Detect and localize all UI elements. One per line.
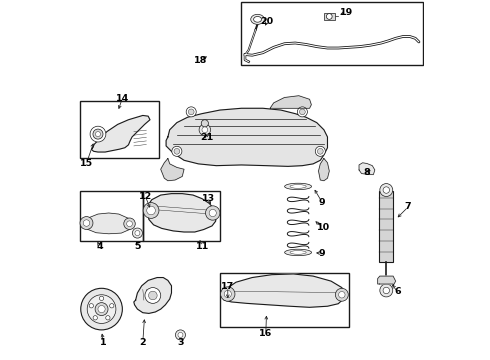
Bar [379, 191, 393, 262]
Circle shape [178, 332, 183, 337]
Circle shape [83, 220, 90, 226]
Circle shape [106, 316, 110, 320]
Circle shape [126, 221, 132, 226]
Ellipse shape [251, 14, 265, 24]
Text: 5: 5 [134, 242, 141, 251]
Text: 11: 11 [196, 242, 209, 251]
Bar [80, 101, 159, 158]
Circle shape [95, 303, 108, 316]
Circle shape [188, 109, 194, 115]
Circle shape [93, 316, 98, 320]
Circle shape [297, 107, 307, 117]
Ellipse shape [285, 183, 312, 190]
Circle shape [380, 184, 393, 197]
Circle shape [326, 14, 332, 19]
Circle shape [90, 126, 106, 142]
Ellipse shape [254, 17, 262, 22]
Circle shape [299, 109, 305, 115]
Bar [242, 3, 422, 65]
Circle shape [175, 330, 186, 340]
Circle shape [205, 206, 220, 220]
Polygon shape [134, 278, 172, 314]
Polygon shape [161, 158, 184, 181]
Text: 17: 17 [221, 282, 234, 291]
Circle shape [143, 203, 159, 219]
Text: 7: 7 [405, 202, 412, 211]
Circle shape [220, 287, 235, 301]
Circle shape [201, 120, 208, 127]
Text: 15: 15 [80, 159, 93, 168]
Circle shape [98, 306, 105, 313]
Text: 4: 4 [97, 242, 103, 251]
Circle shape [318, 148, 323, 154]
Circle shape [87, 295, 116, 323]
Circle shape [383, 287, 390, 294]
Polygon shape [166, 108, 327, 166]
Circle shape [80, 217, 93, 229]
Text: 2: 2 [140, 338, 146, 347]
Polygon shape [147, 194, 216, 232]
Polygon shape [270, 96, 311, 108]
Circle shape [148, 291, 157, 300]
Bar [220, 273, 349, 327]
Circle shape [202, 127, 208, 133]
Text: 21: 21 [200, 133, 213, 142]
Bar [143, 191, 220, 241]
Polygon shape [84, 213, 132, 234]
Text: 3: 3 [177, 338, 184, 347]
Text: 8: 8 [364, 168, 370, 177]
Text: 19: 19 [340, 8, 353, 17]
Circle shape [110, 303, 114, 308]
Circle shape [383, 187, 390, 193]
Text: 6: 6 [394, 287, 401, 296]
Text: 16: 16 [259, 329, 272, 338]
Circle shape [335, 288, 348, 301]
Circle shape [199, 124, 211, 135]
Polygon shape [378, 276, 395, 286]
Circle shape [209, 210, 216, 217]
Polygon shape [223, 274, 344, 307]
Text: 18: 18 [194, 57, 208, 66]
Text: 20: 20 [261, 17, 274, 26]
Circle shape [81, 288, 122, 330]
Circle shape [89, 303, 94, 308]
Text: 14: 14 [116, 94, 129, 103]
Text: 1: 1 [100, 338, 107, 347]
Circle shape [124, 218, 135, 229]
Circle shape [315, 146, 325, 156]
Circle shape [224, 291, 231, 298]
Ellipse shape [290, 185, 306, 188]
Circle shape [99, 296, 104, 301]
Circle shape [172, 146, 182, 156]
Polygon shape [92, 116, 150, 152]
Circle shape [145, 288, 161, 303]
Circle shape [147, 206, 155, 215]
Text: 10: 10 [317, 223, 330, 232]
Bar [324, 13, 335, 21]
Circle shape [96, 132, 100, 136]
Circle shape [380, 284, 393, 297]
Ellipse shape [290, 251, 306, 254]
Text: 9: 9 [319, 249, 325, 258]
Circle shape [339, 292, 345, 298]
Bar [80, 191, 143, 241]
Polygon shape [359, 163, 375, 175]
Polygon shape [318, 158, 329, 181]
Circle shape [132, 228, 143, 238]
Text: 9: 9 [319, 198, 325, 207]
Ellipse shape [285, 249, 312, 256]
Text: 12: 12 [139, 192, 152, 201]
Circle shape [174, 148, 180, 154]
Circle shape [93, 129, 103, 139]
Circle shape [135, 230, 140, 235]
Text: 13: 13 [202, 194, 215, 203]
Circle shape [186, 107, 196, 117]
